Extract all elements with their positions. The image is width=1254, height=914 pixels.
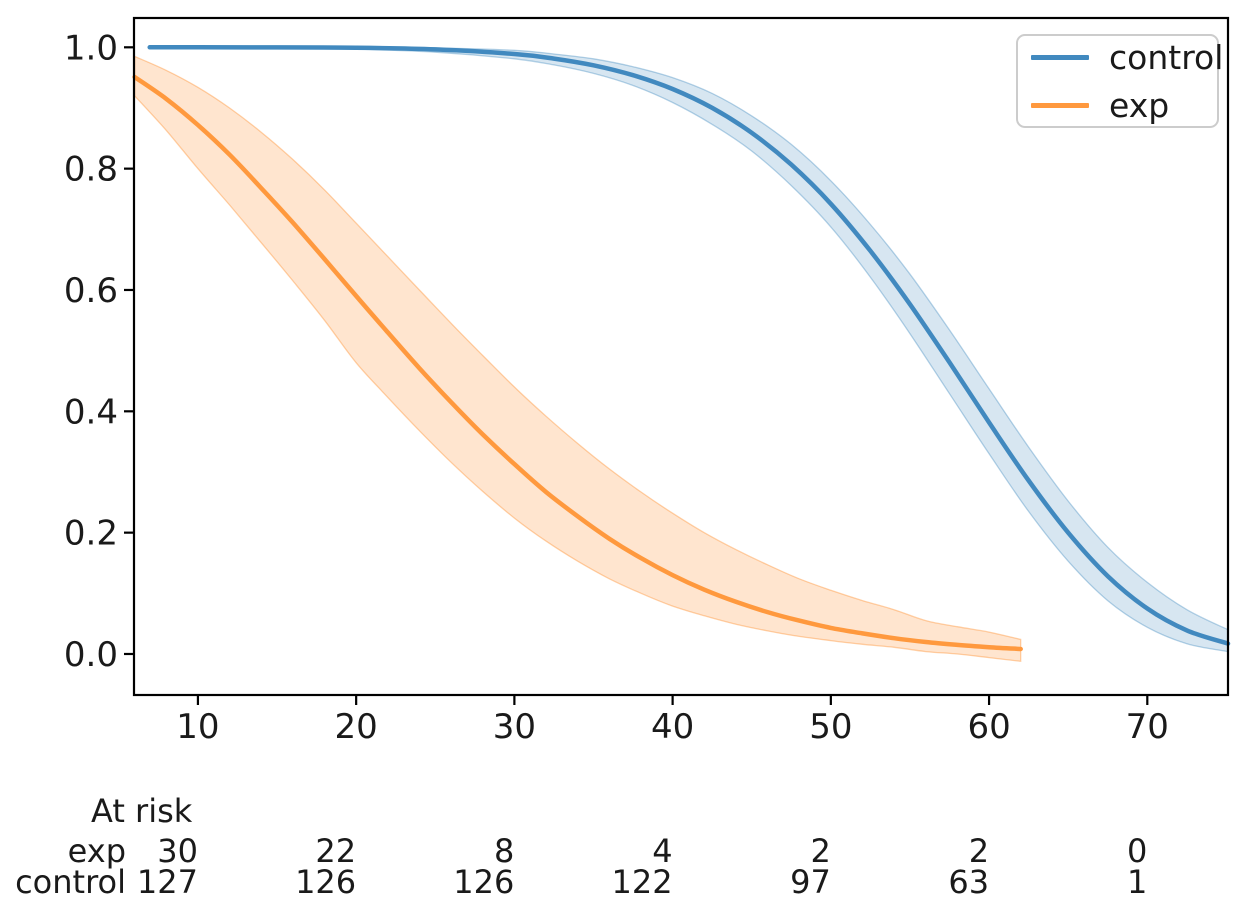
control-line-swatch [1031,54,1089,60]
legend-item-exp: exp [1031,89,1217,122]
x-tick-label: 70 [1126,707,1169,747]
at-risk-count-control: 97 [790,863,831,901]
x-tick-label: 30 [493,707,536,747]
at-risk-title: At risk [91,792,193,830]
at-risk-count-control: 63 [948,863,989,901]
x-tick-label: 10 [176,707,219,747]
at-risk-row-label-exp: exp [68,832,126,870]
control-survival-curve [147,45,1231,646]
at-risk-count-control: 122 [612,863,673,901]
x-tick-label: 20 [335,707,378,747]
exp-survival-curve [132,74,1023,652]
at-risk-count-exp: 4 [652,832,672,870]
plot-border [132,16,1230,697]
at-risk-count-exp: 30 [157,832,198,870]
at-risk-count-control: 126 [295,863,356,901]
y-tick-label: 0.8 [64,150,118,190]
y-tick-label: 0.2 [64,514,118,554]
at-risk-count-exp: 2 [810,832,830,870]
x-tick-label: 50 [809,707,852,747]
y-tick-label: 0.4 [64,392,118,432]
y-tick-label: 0.6 [64,271,118,311]
x-tick-label: 60 [967,707,1010,747]
y-tick-label: 1.0 [64,28,118,68]
at-risk-count-exp: 8 [494,832,514,870]
at-risk-count-exp: 2 [969,832,989,870]
y-tick-label: 0.0 [64,635,118,675]
at-risk-count-control: 126 [453,863,514,901]
legend-label-exp: exp [1109,85,1170,125]
at-risk-count-exp: 0 [1127,832,1147,870]
at-risk-row-label-control: control [15,863,126,901]
legend: control exp [1016,34,1223,128]
exp-confidence-band [133,55,1022,663]
legend-label-control: control [1109,37,1224,77]
at-risk-count-control: 1 [1127,863,1147,901]
legend-item-control: control [1031,41,1223,74]
x-tick-label: 40 [651,707,694,747]
at-risk-count-control: 127 [137,863,198,901]
exp-line-swatch [1031,102,1089,108]
at-risk-count-exp: 22 [315,832,356,870]
